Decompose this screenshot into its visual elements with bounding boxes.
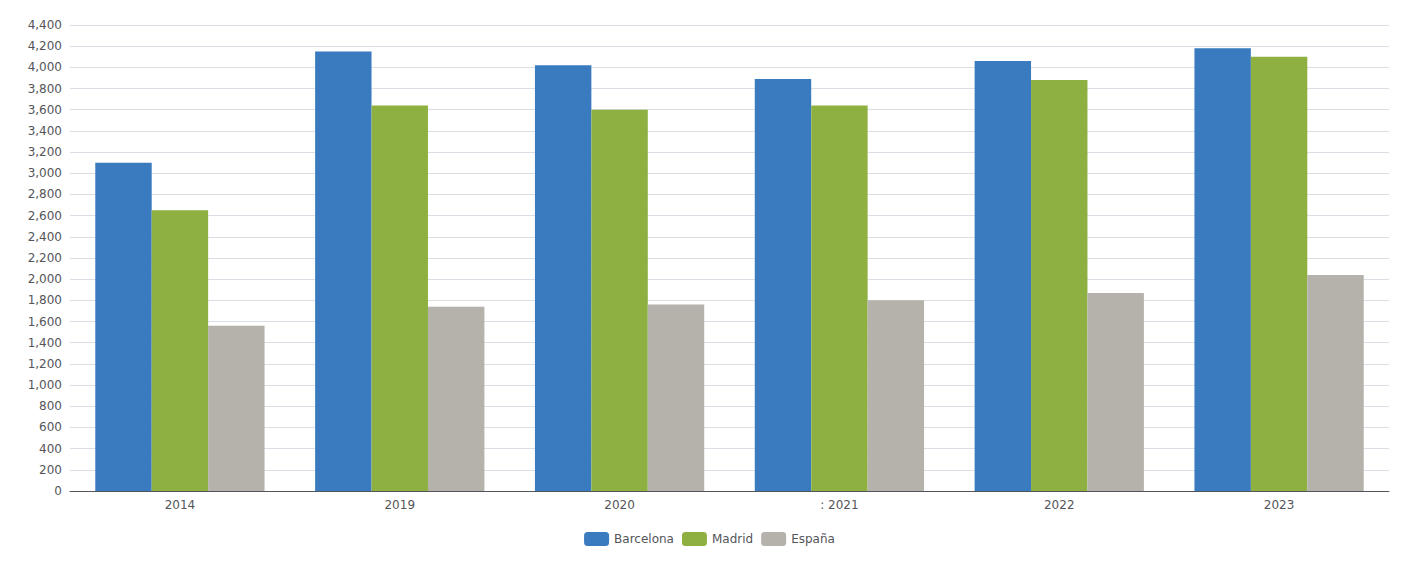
svg-text:2020: 2020 [604, 498, 635, 512]
svg-text:600: 600 [39, 420, 62, 434]
svg-text:2014: 2014 [165, 498, 196, 512]
svg-text:4,200: 4,200 [28, 39, 62, 53]
svg-text:4,400: 4,400 [28, 18, 62, 32]
svg-text:2022: 2022 [1044, 498, 1075, 512]
svg-text:Madrid: Madrid [712, 532, 753, 546]
svg-text:1,600: 1,600 [28, 315, 62, 329]
svg-text:1,800: 1,800 [28, 293, 62, 307]
svg-text:2019: 2019 [384, 498, 415, 512]
svg-text:3,600: 3,600 [28, 103, 62, 117]
svg-text:800: 800 [39, 399, 62, 413]
svg-text:España: España [791, 532, 835, 546]
svg-text:2,200: 2,200 [28, 251, 62, 265]
svg-text:3,200: 3,200 [28, 145, 62, 159]
svg-text:3,400: 3,400 [28, 124, 62, 138]
svg-text:2,600: 2,600 [28, 209, 62, 223]
svg-text:3,000: 3,000 [28, 166, 62, 180]
svg-text:4,000: 4,000 [28, 60, 62, 74]
svg-text:: 2021: : 2021 [820, 498, 858, 512]
svg-text:1,000: 1,000 [28, 378, 62, 392]
svg-text:1,200: 1,200 [28, 357, 62, 371]
svg-text:2,400: 2,400 [28, 230, 62, 244]
svg-text:2,800: 2,800 [28, 187, 62, 201]
svg-text:400: 400 [39, 442, 62, 456]
svg-text:2023: 2023 [1264, 498, 1295, 512]
svg-text:3,800: 3,800 [28, 82, 62, 96]
svg-text:200: 200 [39, 463, 62, 477]
svg-text:0: 0 [54, 484, 62, 498]
svg-text:Barcelona: Barcelona [614, 532, 674, 546]
svg-text:2,000: 2,000 [28, 272, 62, 286]
svg-text:1,400: 1,400 [28, 336, 62, 350]
